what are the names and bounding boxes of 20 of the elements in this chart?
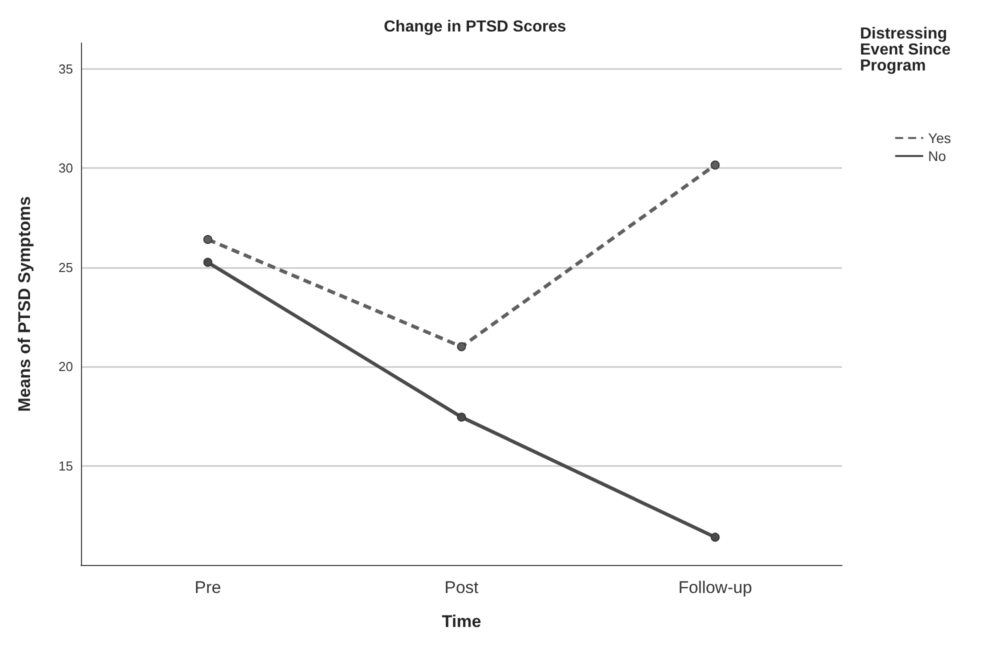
y-tick-label: 25	[58, 260, 73, 275]
legend-title: Distressing Event Since Program	[860, 26, 956, 74]
chart-title: Change in PTSD Scores	[384, 18, 566, 36]
x-axis-title: Time	[442, 612, 482, 631]
x-tick-label: Post	[444, 578, 479, 597]
point	[710, 160, 720, 170]
y-tick-label: 35	[58, 61, 73, 76]
legend-label: Yes	[928, 130, 952, 146]
legend-label: No	[928, 148, 946, 164]
y-tick-label: 30	[58, 160, 73, 176]
point	[457, 342, 466, 352]
y-axis-title: Means of PTSD Symptoms	[15, 196, 34, 412]
x-tick-label: Pre	[194, 578, 222, 597]
y-tick-label: 15	[58, 458, 73, 474]
point	[457, 412, 466, 422]
y-tick-label: 20	[58, 359, 73, 374]
point	[203, 234, 212, 244]
point	[203, 258, 212, 267]
point	[710, 532, 720, 542]
x-tick-label: Follow-up	[678, 578, 752, 597]
